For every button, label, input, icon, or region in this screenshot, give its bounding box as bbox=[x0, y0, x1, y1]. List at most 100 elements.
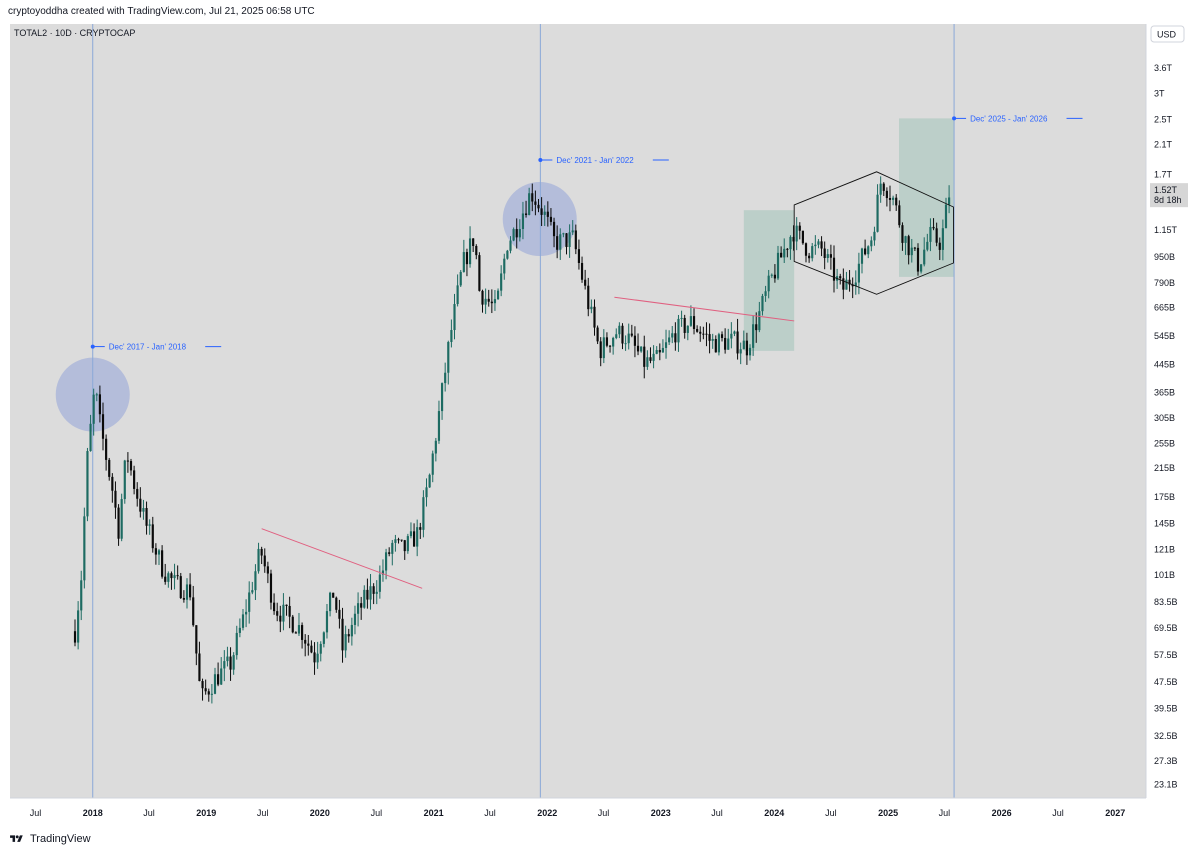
candle-body[interactable] bbox=[596, 327, 599, 342]
candle-body[interactable] bbox=[898, 205, 901, 226]
candle-body[interactable] bbox=[683, 317, 686, 333]
candle-body[interactable] bbox=[540, 208, 543, 215]
candle-body[interactable] bbox=[901, 225, 904, 243]
candle-body[interactable] bbox=[450, 330, 453, 343]
candle-body[interactable] bbox=[294, 632, 297, 634]
candle-body[interactable] bbox=[633, 335, 637, 346]
candle-body[interactable] bbox=[350, 624, 353, 637]
candle-body[interactable] bbox=[627, 333, 630, 344]
candle-body[interactable] bbox=[892, 197, 895, 200]
candle-body[interactable] bbox=[465, 252, 469, 265]
candle-body[interactable] bbox=[325, 611, 329, 633]
candle-body[interactable] bbox=[860, 248, 864, 264]
candle-body[interactable] bbox=[316, 653, 319, 663]
candle-body[interactable] bbox=[599, 341, 602, 359]
candle-body[interactable] bbox=[926, 241, 929, 250]
candle-body[interactable] bbox=[786, 248, 789, 250]
candle-body[interactable] bbox=[170, 573, 173, 579]
candle-body[interactable] bbox=[83, 516, 86, 581]
candle-body[interactable] bbox=[546, 211, 549, 217]
candle-body[interactable] bbox=[699, 331, 702, 334]
candle-body[interactable] bbox=[537, 204, 540, 209]
candle-body[interactable] bbox=[534, 201, 537, 205]
candle-body[interactable] bbox=[783, 248, 786, 258]
candle-body[interactable] bbox=[207, 691, 210, 695]
candle-body[interactable] bbox=[612, 337, 615, 347]
candle-body[interactable] bbox=[528, 193, 531, 215]
candle-body[interactable] bbox=[851, 284, 854, 287]
annotation-label[interactable]: Dec' 2017 - Jan' 2018 bbox=[109, 343, 187, 352]
candle-body[interactable] bbox=[198, 653, 201, 682]
candle-body[interactable] bbox=[304, 639, 307, 644]
candle-body[interactable] bbox=[101, 414, 105, 439]
candle-body[interactable] bbox=[574, 230, 577, 250]
projection-box[interactable] bbox=[899, 118, 955, 277]
candle-body[interactable] bbox=[481, 290, 484, 305]
candle-body[interactable] bbox=[839, 276, 842, 279]
candle-body[interactable] bbox=[559, 234, 562, 250]
candle-body[interactable] bbox=[123, 460, 126, 500]
candle-body[interactable] bbox=[636, 345, 640, 352]
candle-body[interactable] bbox=[584, 279, 587, 286]
candle-body[interactable] bbox=[493, 299, 497, 304]
candle-body[interactable] bbox=[291, 616, 294, 633]
candle-body[interactable] bbox=[189, 584, 192, 598]
candle-body[interactable] bbox=[568, 232, 571, 248]
diamond-pattern[interactable] bbox=[793, 171, 954, 295]
candle-body[interactable] bbox=[668, 337, 671, 343]
candle-body[interactable] bbox=[608, 345, 612, 347]
candle-body[interactable] bbox=[730, 333, 733, 339]
candle-body[interactable] bbox=[117, 507, 120, 539]
candle-body[interactable] bbox=[773, 274, 776, 279]
candle-body[interactable] bbox=[282, 604, 285, 622]
candle-body[interactable] bbox=[920, 264, 923, 272]
candle-body[interactable] bbox=[938, 242, 941, 250]
candle-body[interactable] bbox=[111, 476, 114, 491]
candle-body[interactable] bbox=[105, 438, 108, 460]
candle-body[interactable] bbox=[509, 240, 512, 251]
candle-body[interactable] bbox=[580, 262, 584, 280]
candle-body[interactable] bbox=[151, 524, 154, 549]
candle-body[interactable] bbox=[758, 311, 761, 331]
red-trendline[interactable] bbox=[614, 296, 795, 322]
candle-body[interactable] bbox=[288, 605, 291, 617]
candle-body[interactable] bbox=[307, 643, 310, 646]
candle-body[interactable] bbox=[727, 338, 730, 350]
candle-body[interactable] bbox=[478, 255, 481, 291]
candle-body[interactable] bbox=[475, 246, 478, 256]
candle-body[interactable] bbox=[742, 340, 745, 350]
candle-body[interactable] bbox=[820, 241, 823, 249]
candle-body[interactable] bbox=[210, 693, 213, 695]
candle-body[interactable] bbox=[661, 347, 665, 353]
candle-body[interactable] bbox=[674, 333, 677, 343]
candle-body[interactable] bbox=[176, 575, 179, 577]
red-trendline[interactable] bbox=[261, 528, 423, 589]
candle-body[interactable] bbox=[885, 190, 888, 199]
candle-body[interactable] bbox=[344, 634, 347, 651]
candle-body[interactable] bbox=[369, 586, 372, 600]
candle-body[interactable] bbox=[490, 301, 493, 304]
candle-body[interactable] bbox=[341, 618, 344, 651]
candle-body[interactable] bbox=[195, 625, 198, 654]
candle-body[interactable] bbox=[857, 263, 860, 283]
candle-body[interactable] bbox=[263, 555, 266, 567]
candle-body[interactable] bbox=[185, 584, 189, 600]
candle-body[interactable] bbox=[363, 589, 366, 608]
candle-body[interactable] bbox=[621, 325, 624, 344]
candle-body[interactable] bbox=[879, 183, 882, 195]
candle-body[interactable] bbox=[624, 343, 627, 345]
candle-body[interactable] bbox=[696, 328, 699, 332]
candle-body[interactable] bbox=[531, 193, 534, 202]
candle-body[interactable] bbox=[605, 337, 609, 346]
candle-body[interactable] bbox=[789, 236, 792, 250]
candle-body[interactable] bbox=[182, 598, 185, 600]
candle-body[interactable] bbox=[708, 334, 711, 341]
candle-body[interactable] bbox=[142, 508, 145, 512]
candle-body[interactable] bbox=[229, 656, 232, 670]
candle-body[interactable] bbox=[524, 213, 528, 215]
candle-body[interactable] bbox=[353, 613, 357, 625]
candle-body[interactable] bbox=[618, 325, 621, 335]
candle-body[interactable] bbox=[664, 342, 668, 348]
candle-body[interactable] bbox=[217, 674, 220, 685]
candle-body[interactable] bbox=[888, 198, 892, 200]
